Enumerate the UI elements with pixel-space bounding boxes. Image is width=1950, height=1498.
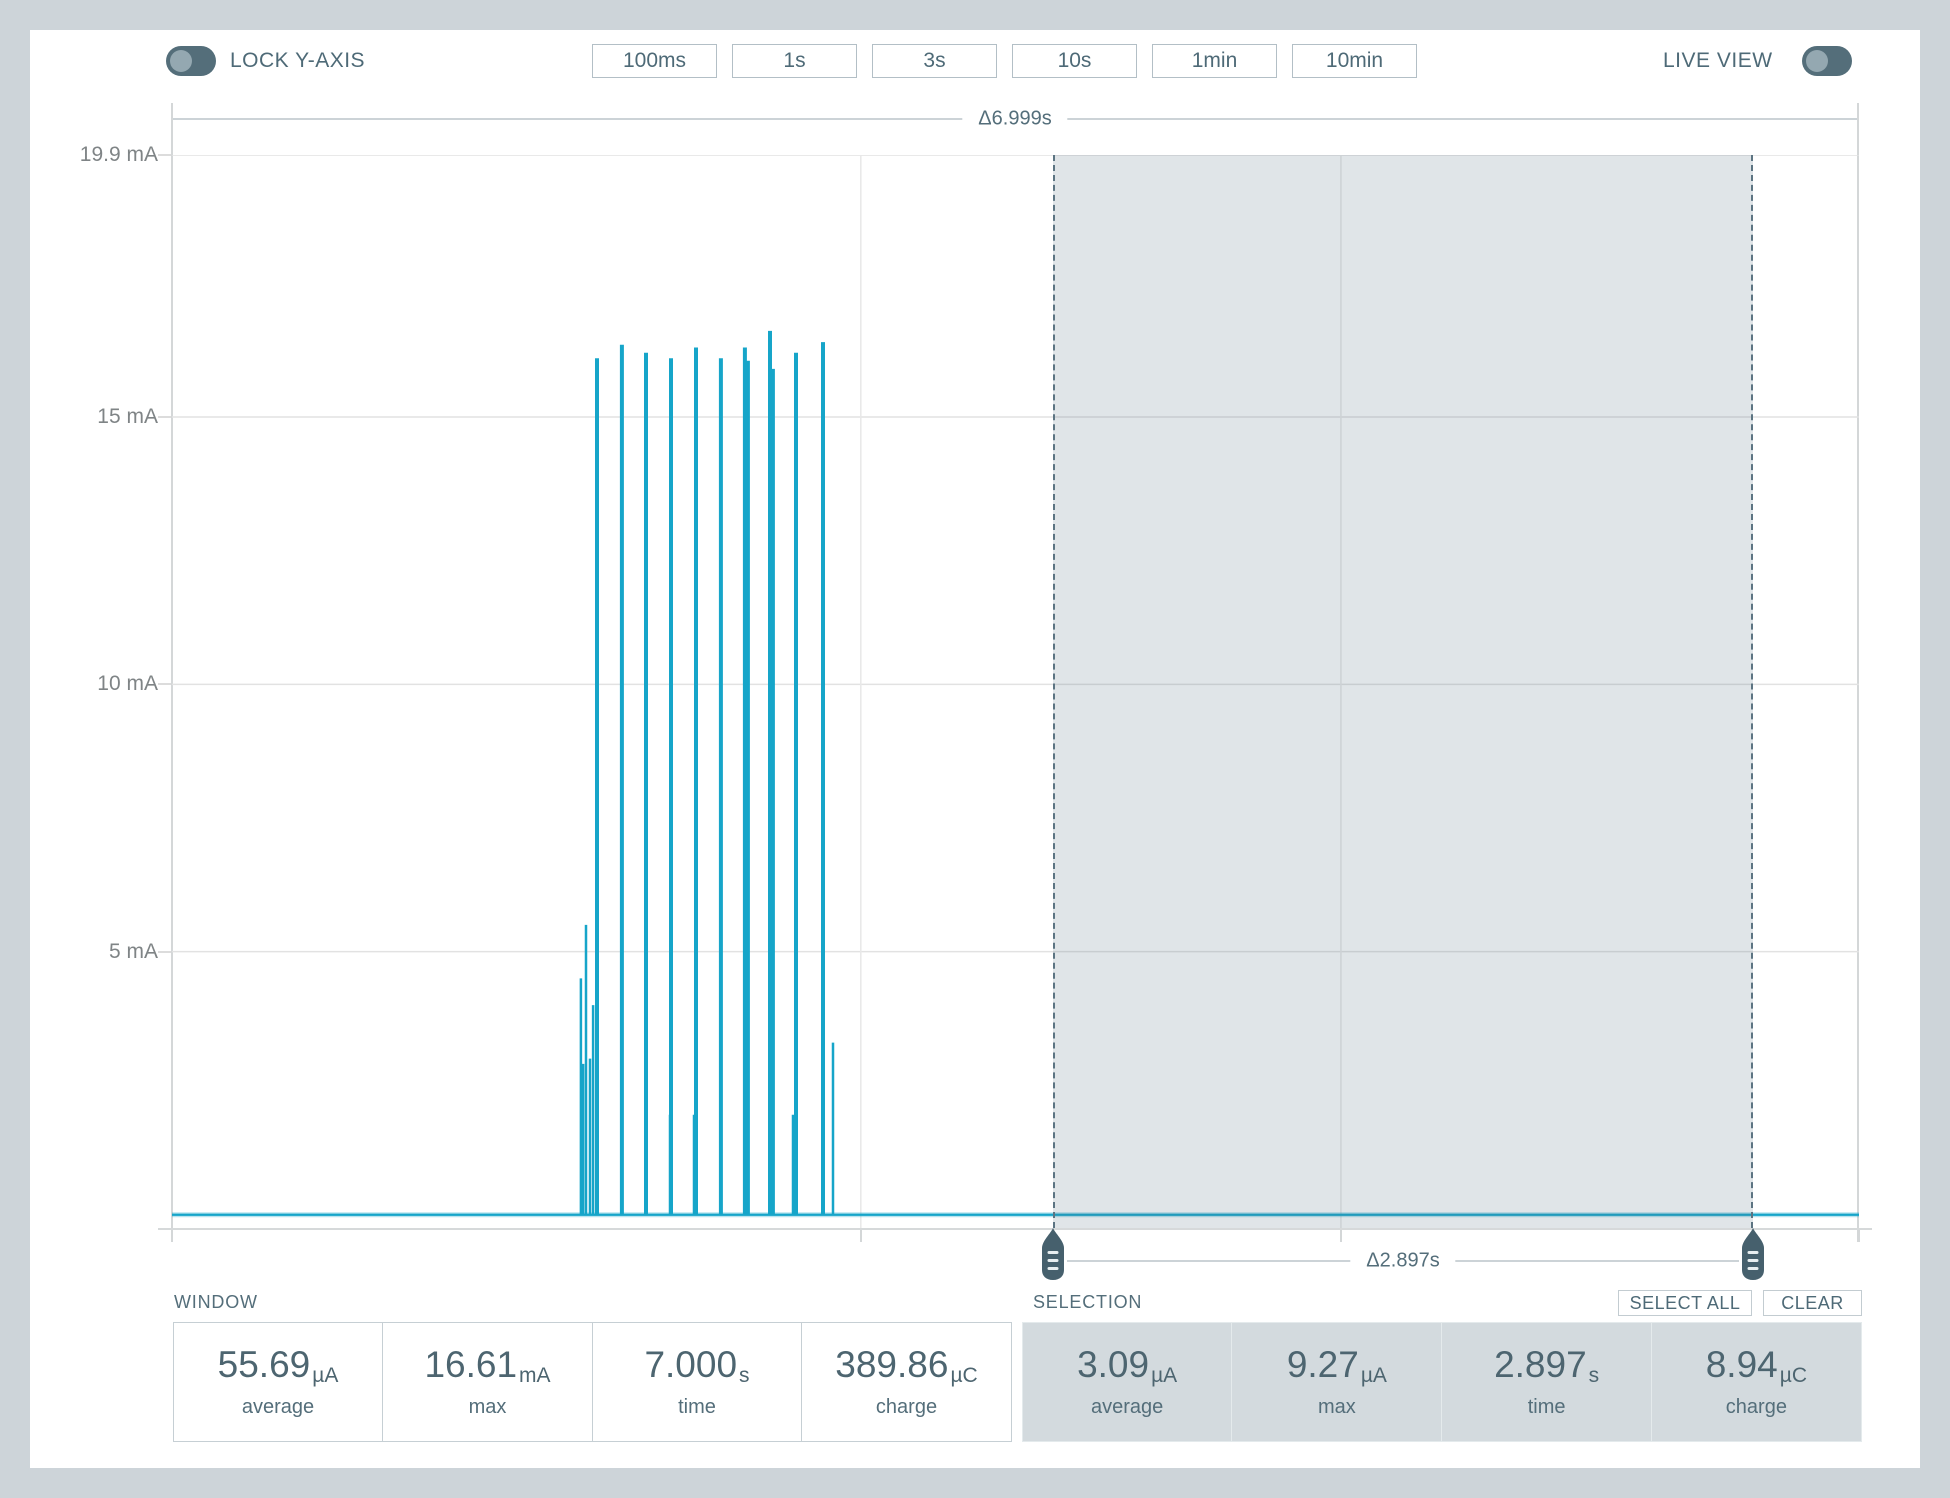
window-stat-value: 7.000s <box>644 1344 750 1388</box>
selection-stat-label: charge <box>1725 1396 1787 1418</box>
selection-stats-title: SELECTION <box>1033 1292 1143 1312</box>
selection-stat-label: max <box>1317 1396 1356 1418</box>
x-axis-tick <box>1858 1230 1860 1242</box>
selection-stats-group: 3.09µA average 9.27µA max 2.897s time 8.94µC ch… <box>1021 1322 1862 1442</box>
chart-canvas <box>172 155 1859 1228</box>
window-button-100ms[interactable]: 100ms <box>592 44 717 78</box>
window-stat-label: charge <box>875 1396 938 1418</box>
selection-stat-label: time <box>1527 1396 1566 1418</box>
selection-region[interactable] <box>1052 155 1754 1228</box>
y-axis-label-5: 5 mA <box>108 939 158 963</box>
selection-handle-grip <box>1742 1228 1765 1280</box>
y-axis-tick <box>158 683 171 686</box>
window-stat-unit: µA <box>312 1364 339 1387</box>
selection-duration-label: Δ2.897s <box>1350 1249 1456 1273</box>
selection-stat-unit: µC <box>1779 1364 1808 1387</box>
window-stat-unit: mA <box>519 1364 551 1387</box>
window-button-1min[interactable]: 1min <box>1152 44 1277 78</box>
selection-stat-unit: µA <box>1151 1364 1178 1387</box>
window-stat-value: 16.61mA <box>424 1344 551 1388</box>
selection-stat-label: average <box>1090 1396 1164 1418</box>
selection-stat-average: 3.09µA average <box>1021 1322 1233 1442</box>
window-stat-unit: µC <box>950 1364 978 1387</box>
window-stats-title: WINDOW <box>174 1292 258 1312</box>
window-duration-label: Δ6.999s <box>962 107 1068 131</box>
window-stat-average: 55.69µA average <box>172 1322 384 1442</box>
selection-stat-charge: 8.94µC charge <box>1650 1322 1862 1442</box>
selection-stat-value: 9.27µA <box>1286 1344 1387 1388</box>
selection-stat-value: 2.897s <box>1494 1344 1600 1388</box>
y-axis-tick <box>158 415 171 418</box>
window-stat-value: 389.86µC <box>835 1344 978 1388</box>
window-stat-label: average <box>241 1396 315 1418</box>
y-axis-label-10: 10 mA <box>97 672 158 696</box>
selection-handle-grip <box>1041 1228 1064 1280</box>
live-view-label: LIVE VIEW <box>1663 49 1773 72</box>
selection-stat-value: 8.94µC <box>1705 1344 1808 1388</box>
selection-left-handle[interactable] <box>1041 1228 1064 1280</box>
x-axis-tick <box>1339 1230 1342 1242</box>
window-button-3s[interactable]: 3s <box>872 44 997 78</box>
y-axis-label-15: 15 mA <box>97 404 158 428</box>
selection-right-handle[interactable] <box>1742 1228 1765 1280</box>
time-window-buttons: 100ms 1s 3s 10s 1min 10min <box>592 44 1417 78</box>
current-trace-tall-spikes <box>595 330 825 1215</box>
selection-stat-unit: µA <box>1360 1364 1387 1387</box>
window-button-1s[interactable]: 1s <box>732 44 857 78</box>
y-axis-line <box>171 103 173 1242</box>
window-stat-time: 7.000s time <box>591 1322 803 1442</box>
selection-stat-max: 9.27µA max <box>1231 1322 1443 1442</box>
selection-stat-value: 3.09µA <box>1077 1344 1178 1388</box>
selection-stat-time: 2.897s time <box>1441 1322 1653 1442</box>
lock-y-axis-toggle[interactable] <box>166 46 216 76</box>
selection-stat-unit: s <box>1588 1364 1600 1387</box>
x-axis-tick <box>859 1230 862 1242</box>
window-stat-value: 55.69µA <box>217 1344 339 1388</box>
select-all-button[interactable]: SELECT ALL <box>1618 1290 1752 1316</box>
live-view-toggle[interactable] <box>1802 46 1852 76</box>
y-axis-tick <box>158 154 171 156</box>
window-stat-charge: 389.86µC charge <box>801 1322 1012 1442</box>
x-axis-tick <box>171 1230 173 1242</box>
window-button-10s[interactable]: 10s <box>1012 44 1137 78</box>
clear-button[interactable]: CLEAR <box>1763 1290 1862 1316</box>
y-axis-tick <box>158 950 171 953</box>
plot-right-border <box>1857 103 1859 1242</box>
lock-y-axis-label: LOCK Y-AXIS <box>230 49 366 72</box>
window-button-10min[interactable]: 10min <box>1292 44 1417 78</box>
y-axis-label-19.9: 19.9 mA <box>79 143 158 166</box>
x-axis-line <box>158 1228 1872 1230</box>
lock-y-axis-toggle-knob <box>170 50 192 72</box>
window-stats-group: 55.69µA average 16.61mA max 7.000s time 389.86… <box>172 1322 1012 1442</box>
window-stat-unit: s <box>739 1364 750 1387</box>
window-stat-label: time <box>678 1396 716 1418</box>
current-chart[interactable] <box>172 155 1859 1228</box>
window-stat-max: 16.61mA max <box>382 1322 593 1442</box>
window-stat-label: max <box>468 1396 507 1418</box>
live-view-toggle-knob <box>1806 50 1828 72</box>
